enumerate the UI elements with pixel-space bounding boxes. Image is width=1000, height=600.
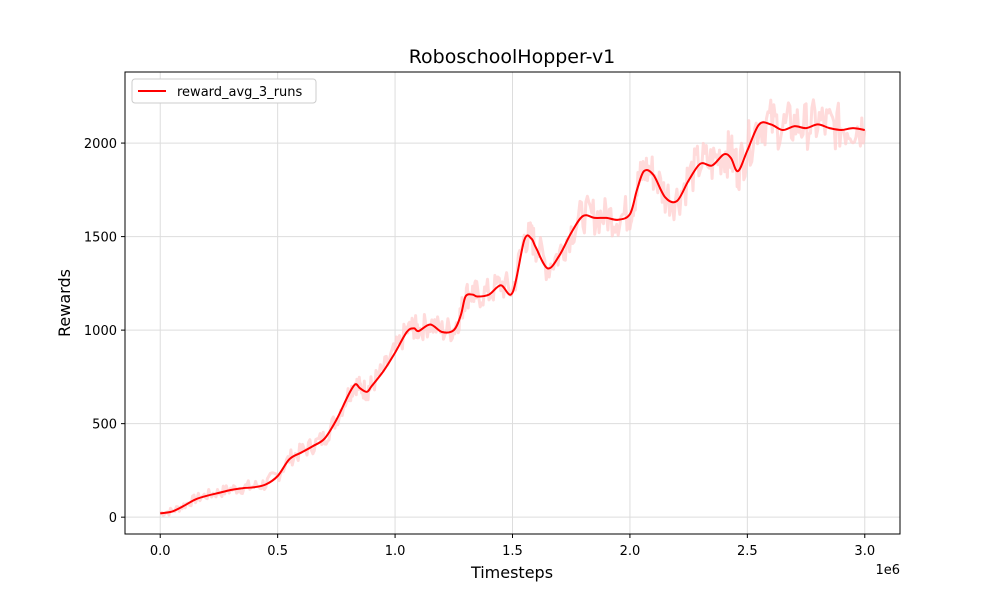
legend-box bbox=[131, 78, 317, 104]
x-tick-label: 2.0 bbox=[620, 544, 641, 559]
raw-rewards-band bbox=[159, 98, 867, 517]
y-axis: 0 500 1000 1500 2000 bbox=[84, 137, 125, 526]
y-tick-label: 2000 bbox=[84, 137, 117, 152]
x-tick-label: 2.5 bbox=[737, 544, 758, 559]
chart-title: RoboschoolHopper-v1 bbox=[409, 46, 616, 68]
x-tick-label: 1.5 bbox=[502, 544, 523, 559]
y-tick-label: 1500 bbox=[84, 231, 117, 246]
x-axis-label: Timesteps bbox=[470, 563, 553, 582]
legend: reward_avg_3_runs bbox=[131, 78, 317, 104]
y-tick-label: 500 bbox=[92, 418, 117, 433]
y-axis-label: Rewards bbox=[55, 269, 74, 337]
legend-label: reward_avg_3_runs bbox=[177, 85, 303, 100]
x-tick-label: 1.0 bbox=[385, 544, 406, 559]
y-tick-label: 1000 bbox=[84, 324, 117, 339]
x-offset-text: 1e6 bbox=[875, 563, 900, 578]
x-tick-label: 0.0 bbox=[150, 544, 171, 559]
grid bbox=[125, 72, 900, 534]
series-layer bbox=[160, 121, 865, 515]
y-tick-label: 0 bbox=[109, 511, 117, 526]
x-axis: 0.0 0.5 1.0 1.5 2.0 2.5 3.0 bbox=[150, 534, 875, 559]
series-line-reward-avg bbox=[160, 121, 865, 515]
x-tick-label: 0.5 bbox=[267, 544, 288, 559]
x-tick-label: 3.0 bbox=[854, 544, 875, 559]
